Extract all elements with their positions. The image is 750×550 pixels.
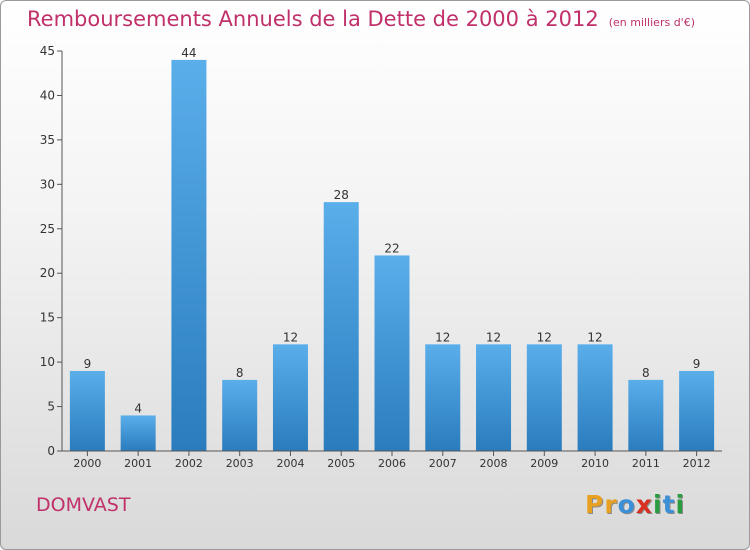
x-tick-label: 2005 — [327, 457, 355, 470]
bar-value-label: 12 — [283, 330, 298, 344]
bar-value-label: 8 — [642, 366, 650, 380]
bar-value-label: 9 — [84, 357, 92, 371]
bar — [222, 379, 258, 451]
bar-value-label: 4 — [134, 401, 142, 415]
bar — [272, 344, 308, 451]
x-tick-label: 2011 — [632, 457, 660, 470]
bar-value-label: 22 — [384, 241, 399, 255]
bar-value-label: 8 — [236, 366, 244, 380]
bar — [577, 344, 613, 451]
bar-value-label: 12 — [486, 330, 501, 344]
y-tick-label: 35 — [40, 133, 55, 147]
bar — [628, 379, 664, 451]
y-tick-label: 40 — [40, 88, 55, 102]
x-tick-label: 2001 — [124, 457, 152, 470]
logo-letter: i — [653, 490, 663, 519]
y-tick-label: 15 — [40, 311, 55, 325]
x-tick-label: 2006 — [378, 457, 406, 470]
bar-value-label: 12 — [587, 330, 602, 344]
y-tick-label: 45 — [40, 44, 55, 58]
title-unit: (en milliers d'€) — [608, 16, 695, 29]
x-tick-label: 2003 — [226, 457, 254, 470]
bar — [425, 344, 461, 451]
x-tick-label: 2007 — [429, 457, 457, 470]
bar — [476, 344, 512, 451]
y-tick-label: 0 — [47, 444, 55, 458]
bar-value-label: 28 — [334, 188, 349, 202]
logo-letter: t — [662, 490, 676, 519]
axes: 0 5 10 15 20 25 30 35 40 45 2000 2001 2002 2003 2004 20… — [40, 44, 722, 470]
x-tick-label: 2012 — [683, 457, 711, 470]
bar — [323, 202, 359, 451]
bar-value-label: 44 — [181, 46, 196, 60]
bar-value-label: 9 — [693, 357, 701, 371]
bar — [526, 344, 562, 451]
x-tick-label: 2010 — [581, 457, 609, 470]
y-tick-label: 30 — [40, 177, 55, 191]
commune-name: DOMVAST — [36, 494, 131, 516]
title-text: Remboursements Annuels de la Dette de 20… — [27, 7, 599, 31]
bar-value-label: 12 — [435, 330, 450, 344]
bar — [374, 255, 410, 451]
bar — [679, 371, 715, 451]
x-tick-label: 2002 — [175, 457, 203, 470]
x-tick-label: 2008 — [480, 457, 508, 470]
bar-value-label: 12 — [537, 330, 552, 344]
chart-title: Remboursements Annuels de la Dette de 20… — [27, 7, 695, 31]
y-tick-label: 10 — [40, 355, 55, 369]
y-tick-label: 25 — [40, 222, 55, 236]
bar — [120, 415, 156, 451]
y-tick-label: 5 — [47, 400, 55, 414]
y-tick-label: 20 — [40, 266, 55, 280]
bar — [69, 371, 105, 451]
logo-letter: o — [617, 490, 636, 519]
proxiti-logo: Proxiti — [585, 490, 685, 519]
logo-letter: r — [604, 490, 618, 519]
x-tick-label: 2004 — [276, 457, 304, 470]
logo-letter: i — [675, 490, 686, 519]
logo-letter: x — [635, 490, 653, 519]
x-tick-label: 2000 — [73, 457, 101, 470]
x-tick-label: 2009 — [530, 457, 558, 470]
bar — [171, 59, 207, 452]
logo-letter: P — [585, 490, 605, 519]
